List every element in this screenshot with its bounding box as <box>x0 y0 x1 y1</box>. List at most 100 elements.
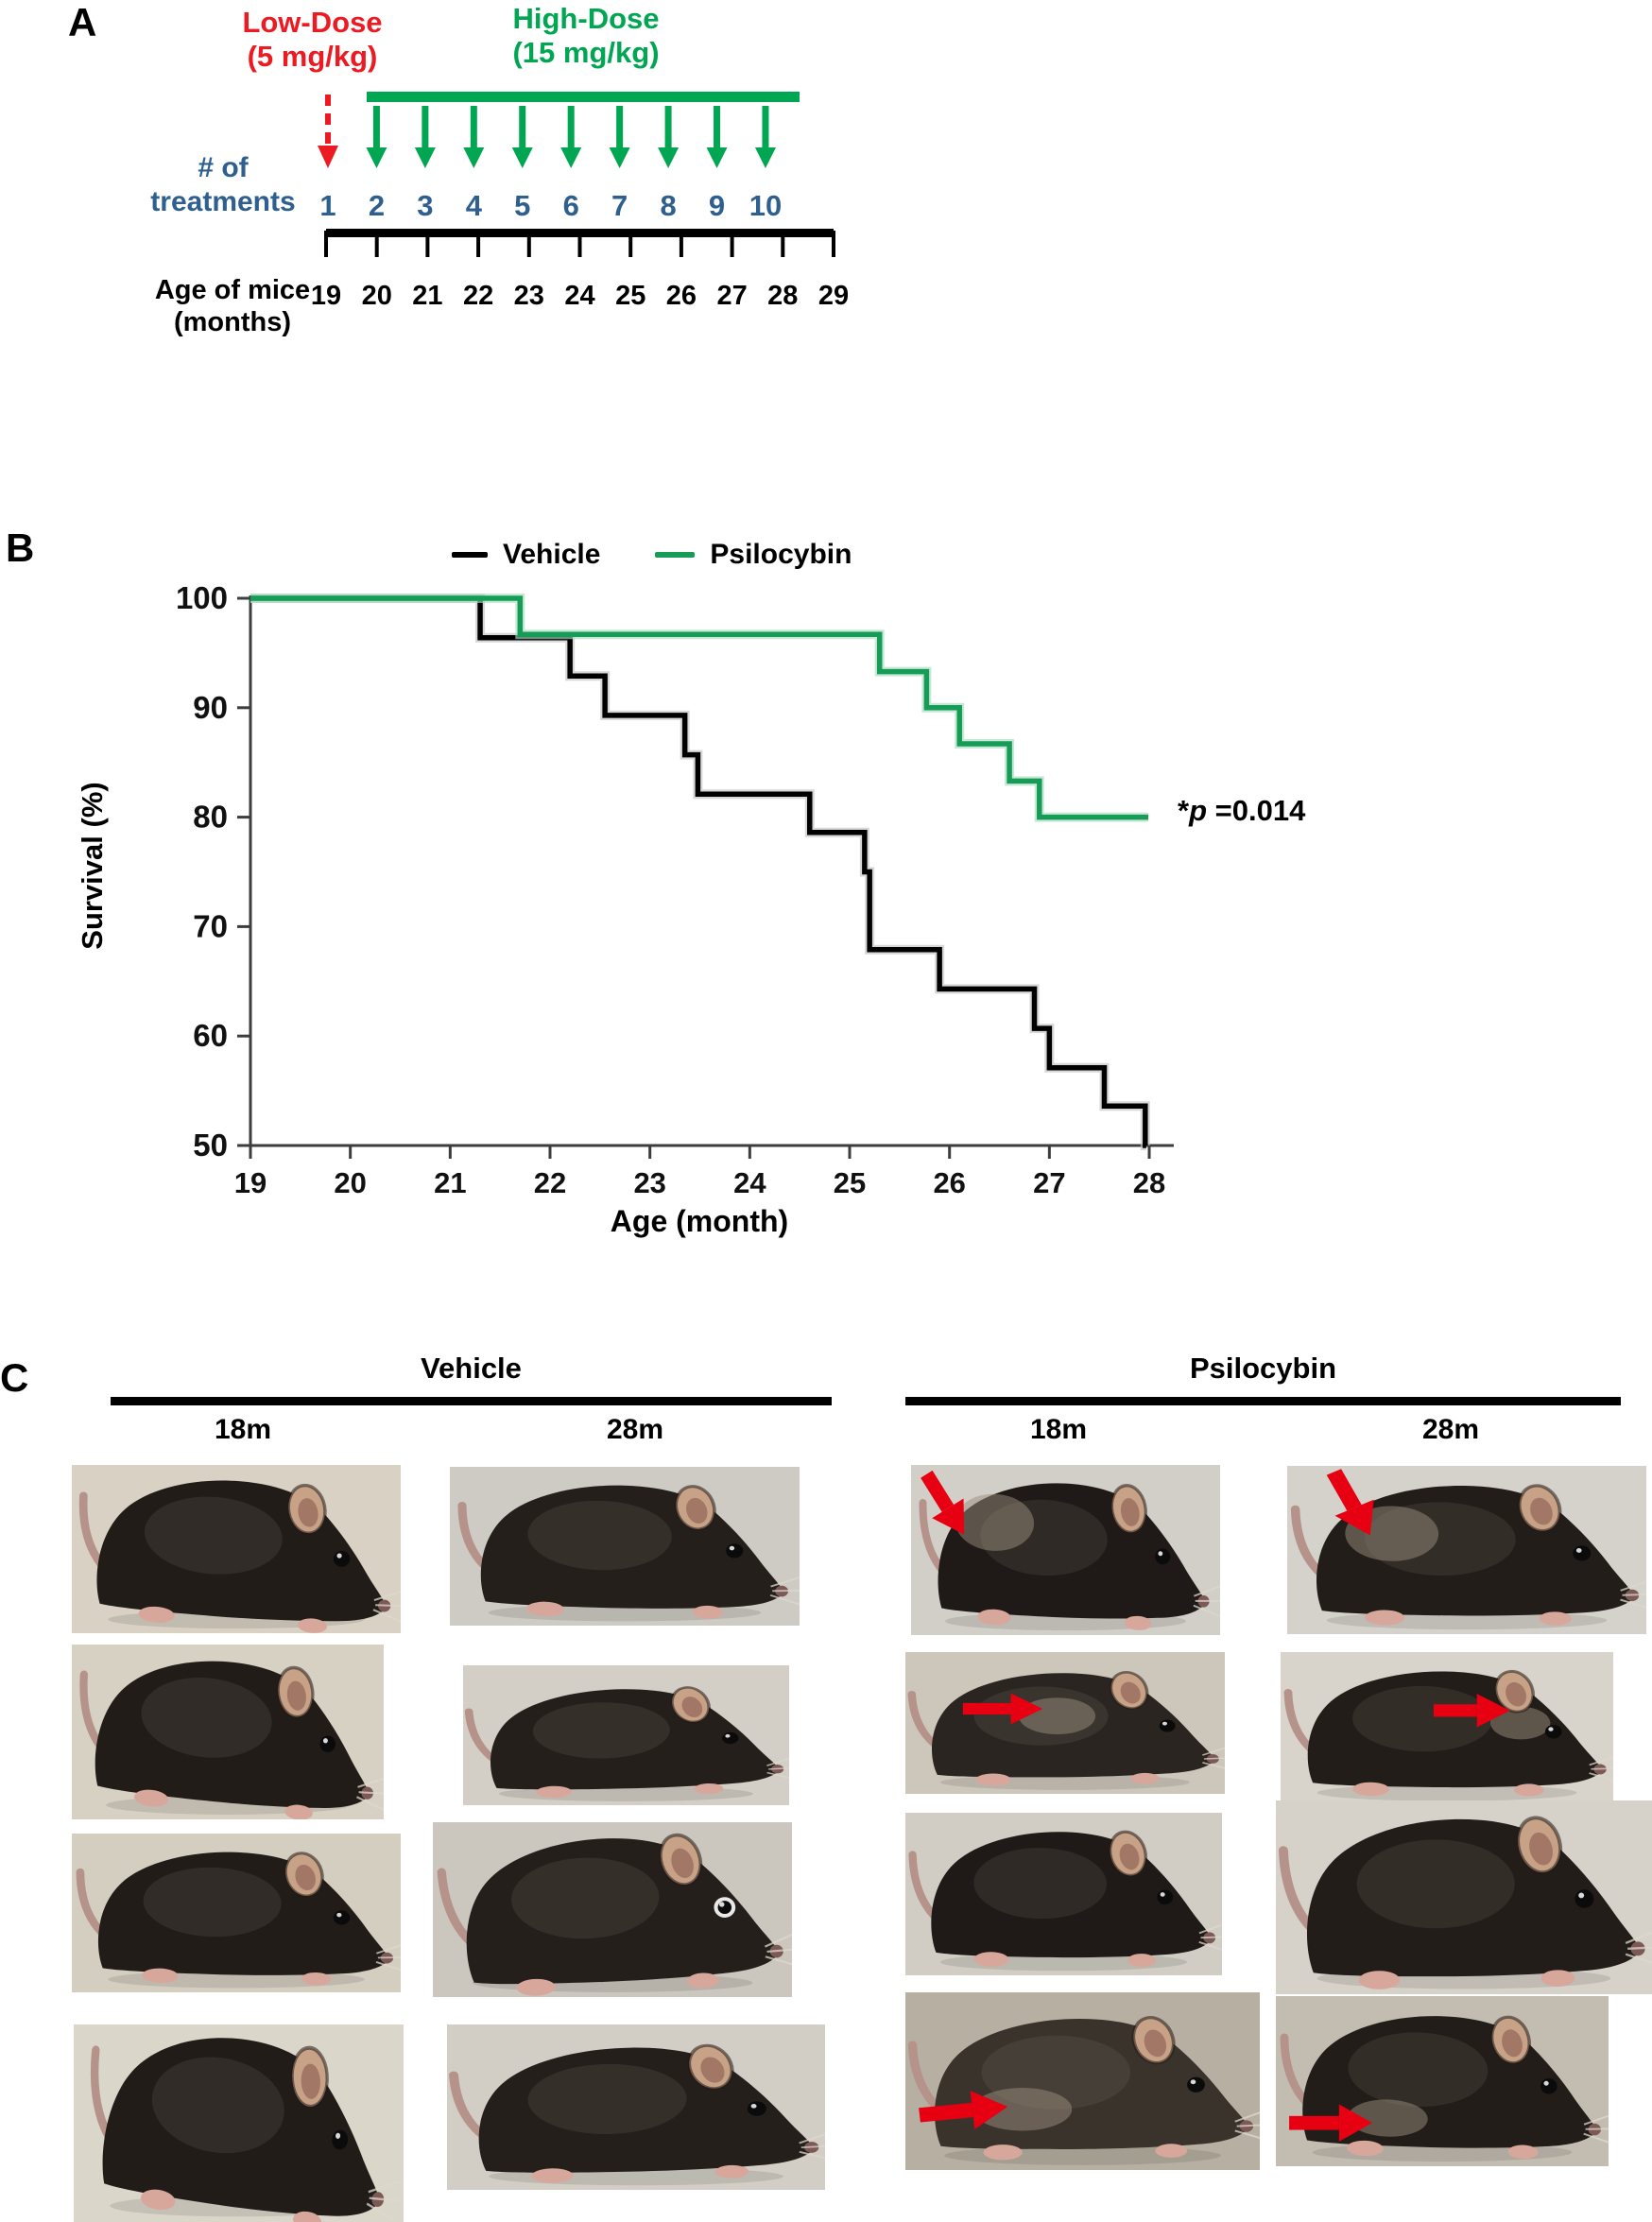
low-dose-arrow-head <box>318 146 338 168</box>
mouse-photo-psilocybin-28m <box>1281 1652 1613 1805</box>
psilocybin-18m-header: 18m <box>1029 1414 1088 1445</box>
red-arrow-icon <box>919 2091 1008 2129</box>
whiskers <box>1198 1921 1222 1953</box>
whiskers <box>1201 1747 1225 1769</box>
age-timeline-tick <box>476 231 481 257</box>
survival-curve-halo-vehicle <box>250 594 1150 1150</box>
low-dose-amount: (5 mg/kg) <box>247 40 378 73</box>
mouse-ear-inner <box>671 1848 694 1878</box>
mouse <box>1278 1816 1652 1989</box>
fur-sheen <box>1356 1839 1515 1929</box>
x-tick-label: 27 <box>1033 1166 1065 1199</box>
mouse-ear-inner <box>301 2063 320 2099</box>
mouse-photo-psilocybin-28m <box>1276 1996 1609 2166</box>
high-dose-arrow-head <box>511 147 533 168</box>
high-dose-arrow-head <box>414 147 436 168</box>
age-tick-label: 29 <box>818 281 849 311</box>
age-timeline-tick <box>425 231 430 257</box>
front-foot <box>692 1605 724 1619</box>
y-tick-label: 70 <box>193 908 228 943</box>
red-arrow-icon <box>1289 2104 1373 2142</box>
mouse-ear-inner <box>1120 1681 1141 1704</box>
front-foot <box>284 1804 313 1819</box>
mouse-ear-inner <box>1506 1681 1527 1707</box>
age-label-line2: (months) <box>173 307 292 337</box>
psilocybin-line-swatch <box>655 552 696 558</box>
whiskers <box>366 2179 402 2221</box>
age-tick-label: 23 <box>514 281 544 311</box>
hind-foot <box>133 1789 169 1807</box>
mouse <box>76 1852 401 1986</box>
x-tick-label: 22 <box>534 1166 566 1199</box>
treatment-number: 7 <box>611 189 628 222</box>
whiskers <box>799 2129 825 2162</box>
fur-sheen <box>532 1702 670 1759</box>
mouse-photo-psilocybin-28m <box>1287 1466 1646 1634</box>
age-tick-label: 19 <box>311 281 341 311</box>
hind-foot <box>1365 1610 1405 1626</box>
mouse-ear-inner <box>700 2057 725 2083</box>
fur-sheen <box>151 2057 284 2154</box>
mouse <box>437 1833 792 1996</box>
mouse-eye <box>714 1897 736 1918</box>
eye-highlight <box>336 1553 342 1559</box>
age-timeline-tick <box>374 231 379 257</box>
mouse-ear-inner <box>686 1497 708 1524</box>
high-dose-bar <box>367 92 800 102</box>
hind-foot <box>977 1609 1011 1626</box>
mouse-photo-vehicle-28m <box>450 1467 800 1626</box>
eye-highlight <box>1162 1721 1167 1726</box>
vehicle-28m-header: 28m <box>606 1414 664 1445</box>
front-foot <box>1155 2144 1188 2158</box>
treatments-count-label: # of treatments <box>140 151 306 219</box>
whiskers <box>1193 1584 1220 1618</box>
whiskers <box>1583 2111 1609 2145</box>
y-tick-label: 50 <box>193 1128 228 1163</box>
front-foot <box>1539 1611 1572 1626</box>
fur-sheen <box>1348 2032 1489 2108</box>
hind-foot <box>983 2144 1023 2161</box>
x-tick-label: 23 <box>633 1166 665 1199</box>
mouse-ear-inner <box>1502 2029 1523 2058</box>
whiskers <box>1234 2111 1260 2140</box>
eye-highlight <box>1575 1548 1582 1553</box>
high-dose-arrow-head <box>560 147 582 168</box>
age-timeline-tick <box>628 231 633 257</box>
mouse <box>1283 1669 1613 1797</box>
whiskers <box>356 1776 384 1811</box>
panel-a-label: A <box>68 0 97 44</box>
y-tick-label: 90 <box>193 690 228 725</box>
mouse-ear-inner <box>295 1864 316 1891</box>
hind-foot <box>1358 1971 1401 1989</box>
x-tick-label: 21 <box>434 1166 466 1199</box>
chart-legend: Vehicle Psilocybin <box>452 539 906 571</box>
hind-foot <box>531 2168 574 2183</box>
front-foot <box>1507 2144 1539 2160</box>
x-tick-label: 20 <box>334 1166 366 1199</box>
treatment-number: 6 <box>563 189 579 222</box>
mouse-eye <box>1575 1889 1594 1908</box>
vehicle-line-swatch <box>452 552 488 558</box>
treatment-number: 5 <box>514 189 530 222</box>
age-timeline-tick <box>832 231 835 257</box>
mouse <box>919 1483 1220 1630</box>
hind-foot <box>516 1978 556 1996</box>
eye-highlight <box>336 1912 342 1918</box>
age-timeline-tick <box>577 231 582 257</box>
mouse-photo-psilocybin-18m <box>911 1465 1220 1635</box>
hind-foot <box>975 1773 1011 1786</box>
fur-sheen <box>143 1867 282 1938</box>
high-dose-arrow-head <box>463 147 485 168</box>
age-tick-label: 24 <box>564 281 594 311</box>
mouse-photo-vehicle-28m <box>463 1665 789 1805</box>
y-tick-label: 60 <box>193 1018 228 1053</box>
fur-sheen <box>973 1848 1108 1920</box>
front-foot <box>1130 1772 1160 1784</box>
y-axis-title: Survival (%) <box>76 782 109 950</box>
age-tick-label: 21 <box>412 281 442 311</box>
mouse-eye <box>1187 2076 1205 2093</box>
